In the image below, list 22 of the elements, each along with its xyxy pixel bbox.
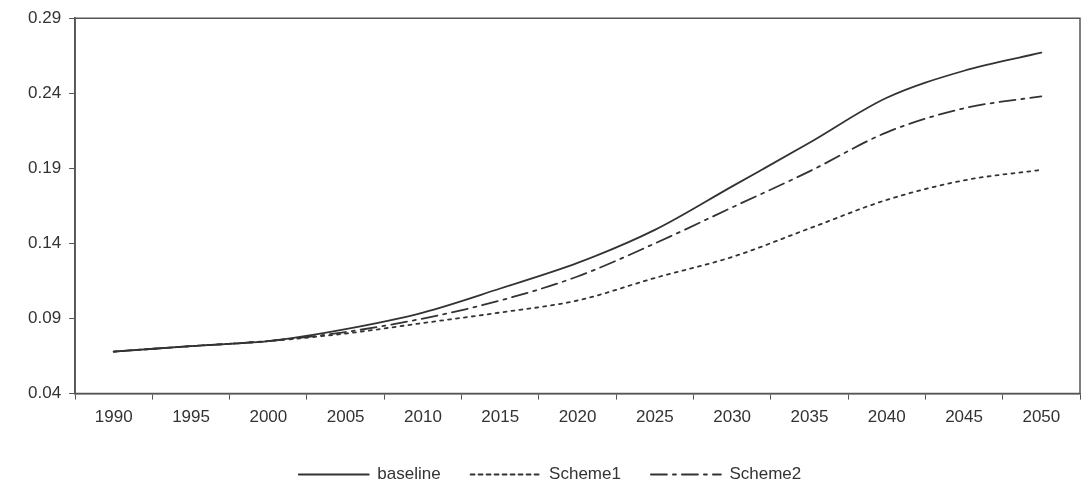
legend-label: baseline bbox=[377, 464, 441, 484]
y-tick-label: 0.04 bbox=[27, 383, 62, 403]
x-tick-label: 2030 bbox=[713, 407, 752, 427]
x-tick-label: 1995 bbox=[172, 407, 210, 427]
y-tick-label: 0.29 bbox=[27, 7, 62, 27]
y-tick-label: 0.19 bbox=[27, 158, 62, 178]
x-tick-label: 2045 bbox=[945, 407, 983, 427]
x-tick-label: 2025 bbox=[635, 407, 674, 427]
x-tick-label: 1990 bbox=[94, 407, 133, 427]
y-tick-label: 0.09 bbox=[27, 308, 62, 328]
y-tick-label: 0.14 bbox=[27, 233, 62, 253]
x-tick-label: 2035 bbox=[790, 407, 829, 427]
x-tick-label: 2050 bbox=[1022, 407, 1061, 427]
y-tick-label: 0.24 bbox=[27, 82, 62, 102]
x-tick-label: 2005 bbox=[326, 407, 365, 427]
x-tick-label: 2040 bbox=[867, 407, 906, 427]
x-tick-label: 2015 bbox=[481, 407, 520, 427]
x-tick-label: 2000 bbox=[249, 407, 288, 427]
x-tick-label: 2010 bbox=[404, 407, 442, 427]
legend-label: Scheme1 bbox=[549, 464, 621, 484]
legend-label: Scheme2 bbox=[729, 464, 802, 484]
x-tick-label: 2020 bbox=[558, 407, 597, 427]
